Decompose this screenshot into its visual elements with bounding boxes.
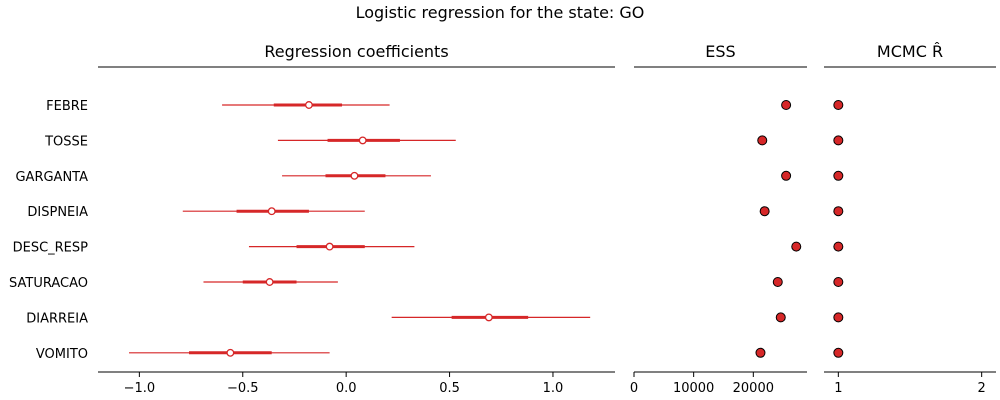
plot-area: FEBRE TOSSE GARGANTA DISPNEIA DESC_RESP SATUR… — [9, 42, 996, 396]
rhat-point — [833, 100, 844, 110]
ess-point — [772, 277, 783, 287]
panel-title: Regression coefficients — [264, 42, 448, 61]
ess-point — [759, 206, 770, 217]
variable-label: DESC_RESP — [13, 241, 89, 256]
variable-label: DISPNEIA — [27, 205, 88, 220]
variable-label: TOSSE — [44, 134, 88, 149]
ess-point — [781, 170, 792, 181]
x-tick-label: 10000 — [673, 381, 714, 396]
x-tick-label: −1.0 — [124, 381, 156, 396]
rhat-point — [833, 347, 844, 358]
x-tick-label: 20000 — [733, 381, 774, 396]
mean-point — [358, 136, 367, 145]
mean-point — [304, 101, 313, 109]
x-tick-label: −0.5 — [227, 381, 259, 396]
mean-point — [325, 242, 334, 251]
rhat-point — [833, 206, 844, 217]
x-tick-label: 1.0 — [543, 381, 564, 396]
ess-point — [775, 312, 786, 323]
ess-point — [757, 135, 768, 146]
mean-point — [226, 348, 235, 357]
mean-point — [267, 207, 276, 216]
rhat-point — [833, 170, 844, 181]
x-tick-label: 0 — [630, 381, 638, 396]
ess-point — [791, 241, 802, 252]
x-tick-label: 1 — [834, 381, 842, 396]
panel-title: MCMC R̂ — [877, 42, 943, 61]
rhat-point — [833, 135, 844, 146]
variable-label: GARGANTA — [15, 170, 88, 185]
rhat-point — [833, 241, 844, 252]
variable-label: FEBRE — [46, 99, 88, 114]
mean-point — [484, 313, 493, 322]
ess-point — [781, 100, 792, 110]
x-tick-label: 2 — [978, 381, 986, 396]
panel-title: ESS — [705, 42, 735, 61]
variable-label: DIARREIA — [26, 311, 88, 326]
variable-label: VOMITO — [36, 347, 88, 362]
mean-point — [265, 278, 274, 286]
variable-label: SATURACAO — [9, 276, 88, 291]
x-tick-label: 0.5 — [439, 381, 460, 396]
chart-title: Logistic regression for the state: GO — [356, 3, 645, 22]
rhat-point — [833, 312, 844, 323]
x-tick-label: 0.0 — [336, 381, 357, 396]
ess-point — [755, 347, 766, 358]
rhat-point — [833, 277, 844, 287]
mean-point — [350, 171, 359, 180]
